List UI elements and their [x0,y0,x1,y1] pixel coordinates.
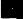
Text: $I_{75}$: $I_{75}$ [19,0,23,19]
Text: $Q_0$: $Q_0$ [9,0,23,19]
